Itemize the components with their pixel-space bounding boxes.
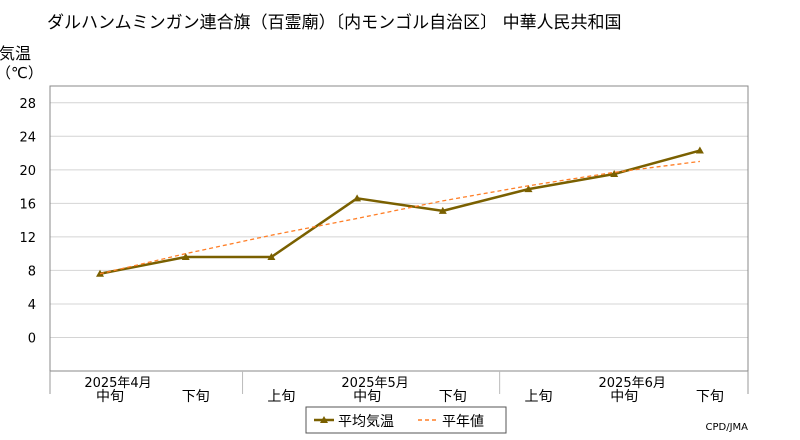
y-tick-label: 24	[19, 130, 36, 145]
chart-title: ダルハンムミンガン連合旗（百霊廟）〔内モンゴル自治区〕 中華人民共和国	[47, 12, 622, 33]
x-tick-label: 上旬	[267, 389, 295, 405]
data-point-average	[610, 170, 619, 178]
x-tick-label: 中旬	[610, 389, 638, 405]
x-tick-label: 下旬	[182, 389, 210, 405]
data-point-average	[181, 253, 190, 260]
legend-label-series-1: 平均気温	[338, 414, 394, 430]
y-tick-label: 4	[28, 298, 36, 313]
data-point-average	[267, 253, 276, 260]
y-axis-unit: （℃）	[0, 64, 43, 82]
x-tick-label: 下旬	[696, 389, 724, 405]
y-tick-label: 28	[19, 97, 36, 112]
x-month-label: 2025年4月	[84, 376, 151, 391]
plot-frame	[49, 85, 749, 372]
legend-box	[305, 406, 507, 434]
y-axis-label: 気温	[0, 44, 31, 63]
y-tick-label: 16	[19, 197, 36, 212]
y-tick-label: 20	[19, 164, 36, 179]
y-tick-label: 8	[28, 264, 36, 279]
data-point-average	[524, 185, 533, 193]
series-line-average	[99, 149, 701, 275]
x-tick-label: 下旬	[439, 389, 467, 405]
data-point-average	[353, 194, 362, 202]
x-month-label: 2025年5月	[341, 376, 408, 391]
x-tick-label: 中旬	[353, 389, 381, 405]
x-month-label: 2025年6月	[599, 376, 666, 391]
legend: 平均気温 平年値	[305, 406, 507, 434]
data-point-average	[438, 206, 447, 214]
y-tick-label: 12	[19, 231, 36, 246]
source-credit: CPD/JMA	[706, 422, 749, 433]
legend-marker-series-1	[320, 416, 328, 423]
data-point-average	[695, 146, 704, 154]
x-tick-label: 中旬	[96, 389, 124, 405]
y-tick-label: 0	[28, 331, 36, 346]
x-tick-label: 上旬	[525, 389, 553, 405]
legend-label-series-2: 平年値	[442, 414, 484, 430]
